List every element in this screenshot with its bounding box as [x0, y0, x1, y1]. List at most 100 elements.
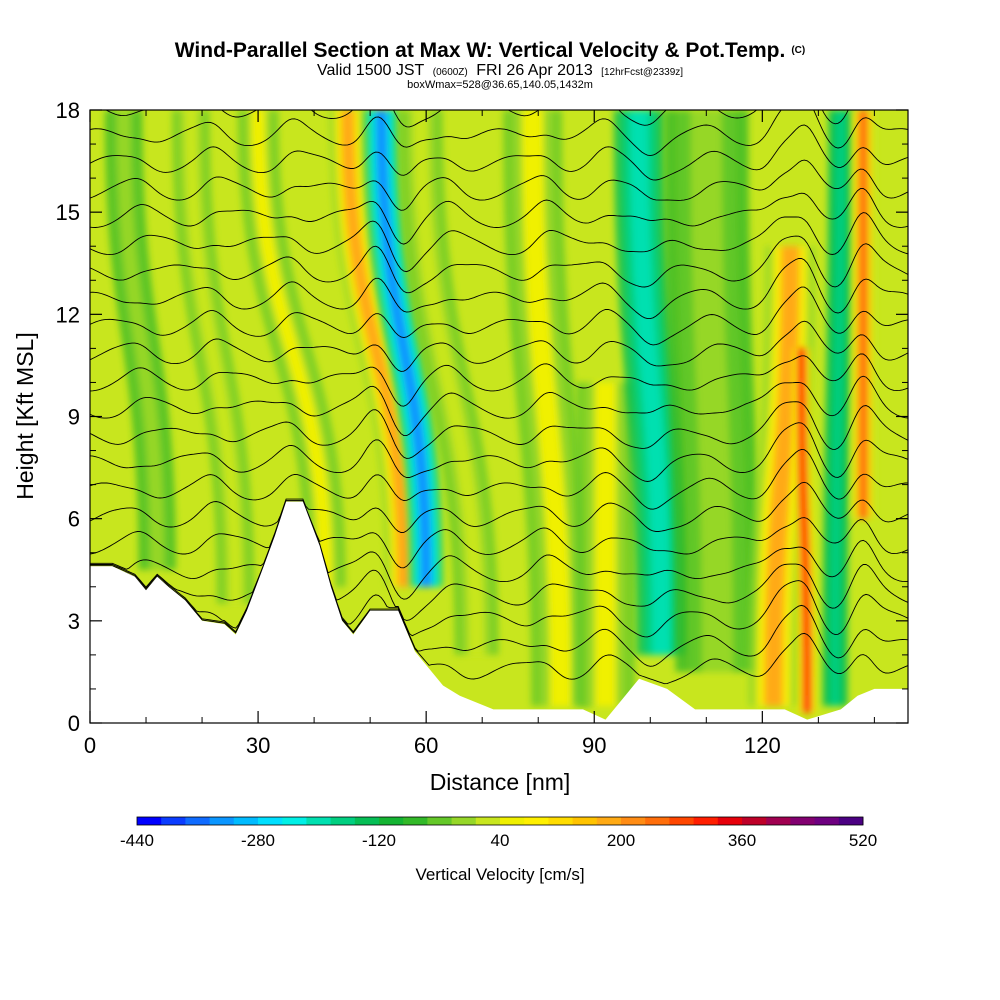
colorbar-swatch [548, 817, 573, 825]
colorbar-swatch [137, 817, 162, 825]
theta-contour [90, 448, 908, 510]
plume-layer-shape [412, 110, 485, 655]
plume-updraft-a [105, 110, 176, 570]
colorbar-tick-label: -120 [362, 831, 396, 850]
x-tick-label: 60 [414, 733, 438, 758]
colorbar-frame [136, 816, 864, 826]
theta-contour [90, 110, 908, 157]
box-info: boxWmax=528@36.65,140.05,1432m [407, 79, 593, 91]
theta-contour [90, 502, 908, 621]
colorbar-swatch [354, 817, 380, 825]
colorbar-swatch [790, 817, 815, 825]
plume-layer-shape [521, 110, 572, 706]
theta-contour [90, 401, 908, 459]
plume-layer-shape [184, 110, 243, 604]
colorbar-swatch [500, 817, 525, 825]
axes: 0 30 60 90 120 0 3 6 9 12 15 18 [56, 98, 908, 758]
colorbar-swatch [838, 817, 864, 825]
colorbar-swatch [766, 817, 791, 825]
theta-contour [104, 110, 849, 128]
theta-contour [90, 258, 908, 320]
theta-contour [90, 481, 908, 533]
plume-layer-shape [594, 382, 617, 706]
colorbar-tick-label: -440 [120, 831, 154, 850]
plume-layer-shape [116, 110, 165, 570]
chart-subtitle: Valid 1500 JST (0600Z) FRI 26 Apr 2013 [… [317, 62, 683, 79]
theta-contour [90, 501, 908, 600]
colorbar-tick-label: 40 [491, 831, 510, 850]
colorbar: -440 -280 -120 40 200 360 520 [120, 816, 877, 850]
colorbar-swatch [669, 817, 694, 825]
colorbar-swatch [379, 817, 404, 825]
theta-contour [90, 506, 908, 685]
terrain-mask [90, 501, 908, 723]
colorbar-swatch [645, 817, 670, 825]
colorbar-swatch [596, 817, 622, 825]
x-tick-label: 90 [582, 733, 606, 758]
plume-downdraft-e [364, 110, 443, 587]
colorbar-swatch [693, 817, 719, 825]
plume-updraft-g [503, 110, 591, 706]
chart-title: Wind-Parallel Section at Max W: Vertical… [175, 39, 805, 62]
y-tick-label: 6 [68, 507, 80, 532]
colorbar-swatch [524, 817, 549, 825]
theta-contour [90, 375, 908, 437]
theta-contour [90, 212, 908, 273]
x-axis-label: Distance [nm] [430, 769, 571, 795]
plume-updraft-b [172, 110, 255, 604]
colorbar-swatch [161, 817, 186, 825]
colorbar-swatch [427, 817, 452, 825]
plume-layer-shape [629, 110, 671, 655]
theta-contour [90, 320, 908, 372]
y-tick-label: 0 [68, 711, 80, 736]
plume-layer-shape [830, 110, 846, 706]
theta-contour [90, 235, 908, 294]
plume-downdraft-m [822, 110, 854, 706]
theta-contour [90, 499, 908, 569]
colorbar-swatch [258, 817, 283, 825]
plume-updraft-f [398, 110, 499, 655]
colorbar-swatch [814, 817, 840, 825]
colorbar-swatch [403, 817, 428, 825]
potential-temperature-contours [90, 110, 908, 685]
colorbar-swatch [742, 817, 767, 825]
plot-area [90, 110, 908, 723]
colorbar-tick-label: 360 [728, 831, 756, 850]
plume-updraft-l [792, 348, 817, 713]
plume-updraft-n [850, 110, 876, 519]
x-tick-label: 120 [744, 733, 781, 758]
plume-updraft-c [237, 110, 346, 587]
y-tick-label: 15 [56, 200, 80, 225]
theta-contour [90, 159, 908, 211]
colorbar-swatch [282, 817, 307, 825]
theta-contour [90, 188, 908, 245]
theta-contour [90, 505, 908, 667]
plume-layer [105, 110, 876, 713]
colorbar-label: Vertical Velocity [cm/s] [415, 865, 584, 884]
plume-layer-shape [798, 348, 811, 713]
colorbar-swatch [209, 817, 235, 825]
y-tick-label: 3 [68, 609, 80, 634]
plume-downdraft-i [613, 110, 687, 655]
colorbar-swatch [621, 817, 646, 825]
colorbar-tick-label: -280 [241, 831, 275, 850]
colorbar-swatch [475, 817, 501, 825]
theta-contour [90, 124, 908, 181]
y-tick-label: 18 [56, 98, 80, 123]
plume-updraft-h [576, 382, 635, 706]
x-tick-label: 30 [246, 733, 270, 758]
colorbar-swatch [717, 817, 743, 825]
plume-layer-shape [375, 110, 433, 587]
plume-layer-shape [250, 110, 333, 587]
colorbar-swatch [233, 817, 259, 825]
plume-layer-shape [340, 110, 411, 587]
theta-contour [90, 286, 908, 346]
plume-layer-shape [858, 110, 868, 519]
colorbar-tick-label: 520 [849, 831, 877, 850]
x-tick-label: 0 [84, 733, 96, 758]
y-axis-label: Height [Kft MSL] [12, 332, 38, 499]
colorbar-swatch [572, 817, 598, 825]
theta-contour [90, 503, 908, 638]
theta-contour [90, 422, 908, 482]
